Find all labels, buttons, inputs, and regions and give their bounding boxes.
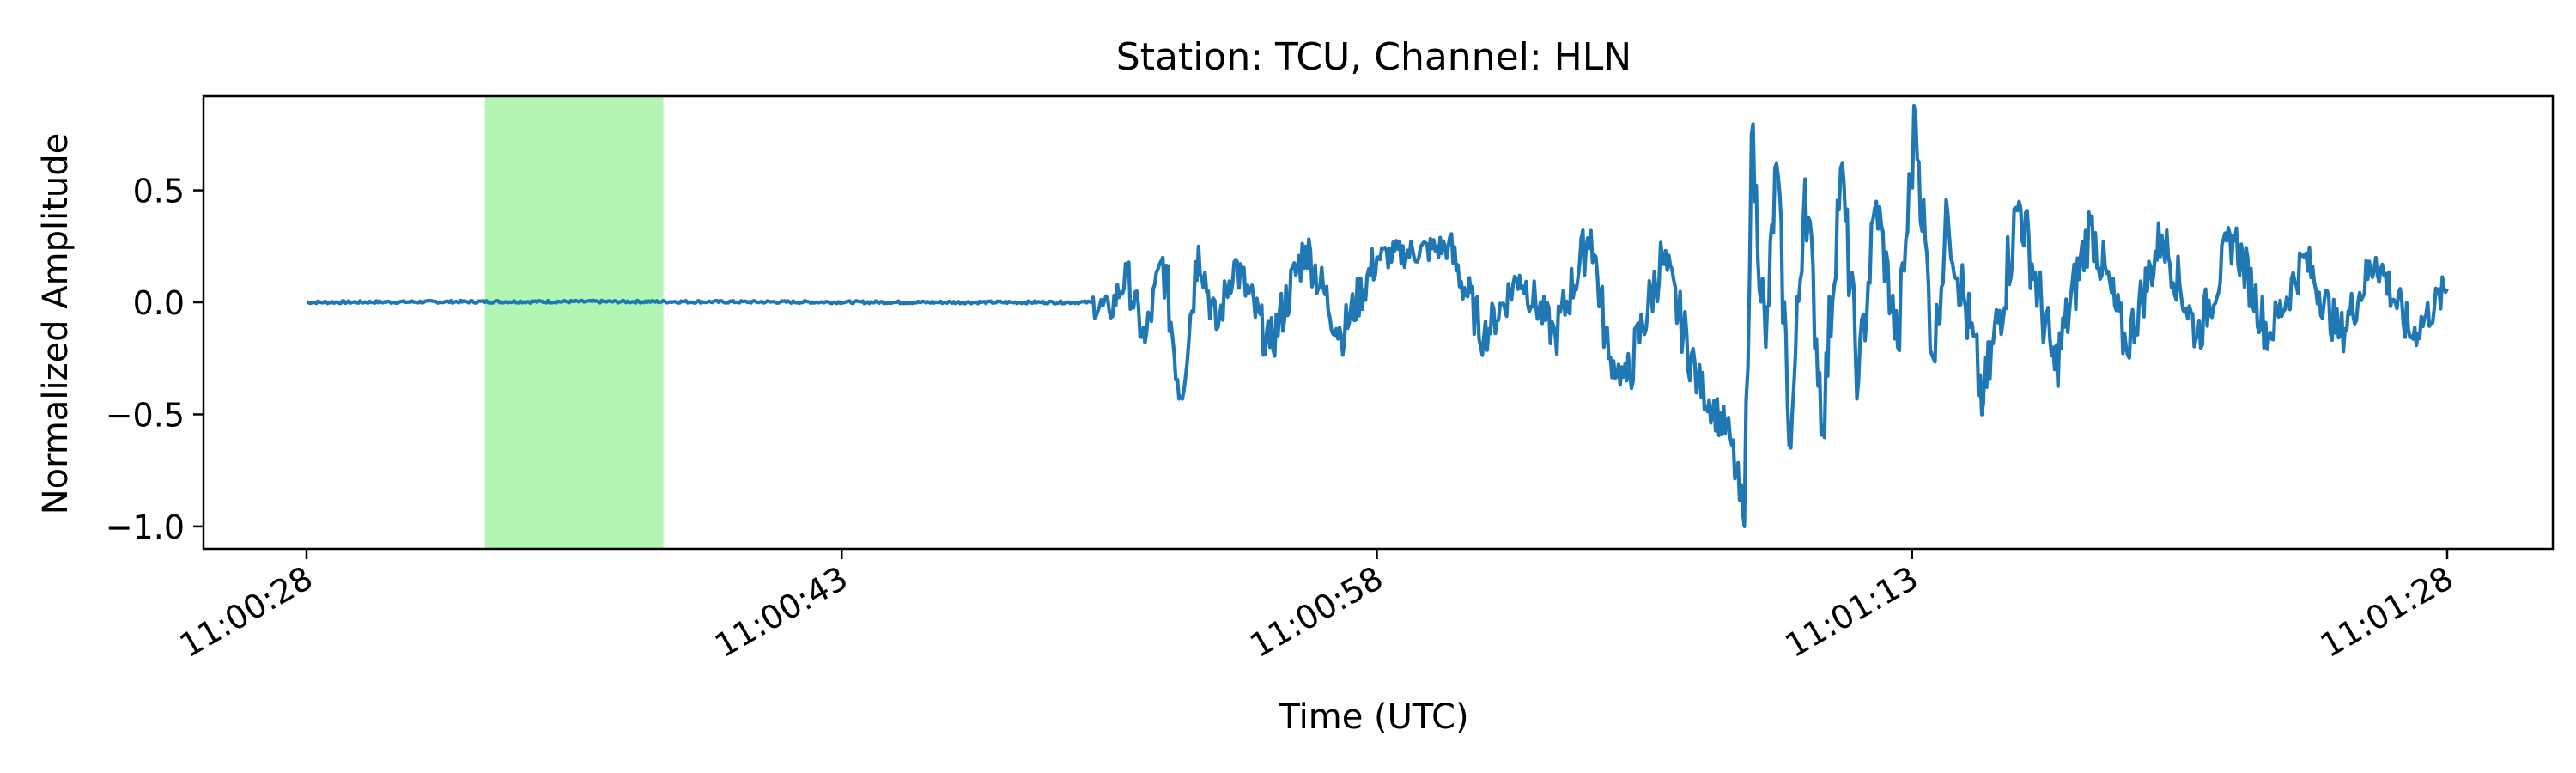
x-tick-label: 11:00:43 <box>708 559 854 665</box>
x-tick-label: 11:01:13 <box>1778 559 1924 665</box>
highlight-window <box>484 96 664 549</box>
chart-title: Station: TCU, Channel: HLN <box>1116 35 1631 79</box>
y-tick-label: −1.0 <box>106 508 185 546</box>
y-tick-label: 0.0 <box>133 284 185 322</box>
plot-frame <box>202 94 2555 551</box>
x-tick-label: 11:01:28 <box>2314 559 2460 665</box>
y-axis-label: Normalized Amplitude <box>36 133 76 515</box>
y-tick-label: −0.5 <box>106 396 185 434</box>
plot-area: 0.5 0.0 −0.5 −1.0 11:00:28 11:00:43 11:00:58 11… <box>106 94 2555 665</box>
y-tick-label: 0.5 <box>133 173 185 210</box>
x-tick-label: 11:00:28 <box>173 559 319 665</box>
waveform-line <box>306 103 2449 529</box>
x-axis-label: Time (UTC) <box>1278 697 1468 737</box>
x-tick-label: 11:00:58 <box>1243 559 1389 665</box>
